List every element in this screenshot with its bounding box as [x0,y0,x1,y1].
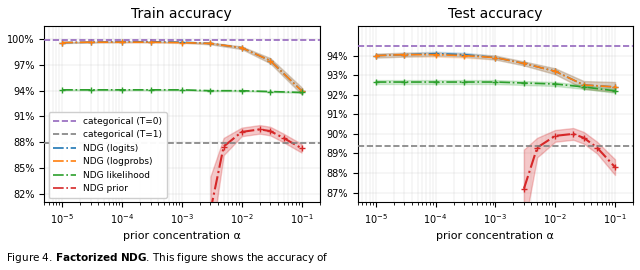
X-axis label: prior concentration α: prior concentration α [436,231,554,241]
Title: Test accuracy: Test accuracy [448,7,543,21]
Title: Train accuracy: Train accuracy [131,7,232,21]
Legend: categorical (T=0), categorical (T=1), NDG (logits), NDG (logprobs), NDG likeliho: categorical (T=0), categorical (T=1), ND… [49,112,166,198]
X-axis label: prior concentration α: prior concentration α [123,231,241,241]
Text: Figure 4. $\mathbf{Factorized\ NDG}$. This figure shows the accuracy of: Figure 4. $\mathbf{Factorized\ NDG}$. Th… [6,251,329,265]
